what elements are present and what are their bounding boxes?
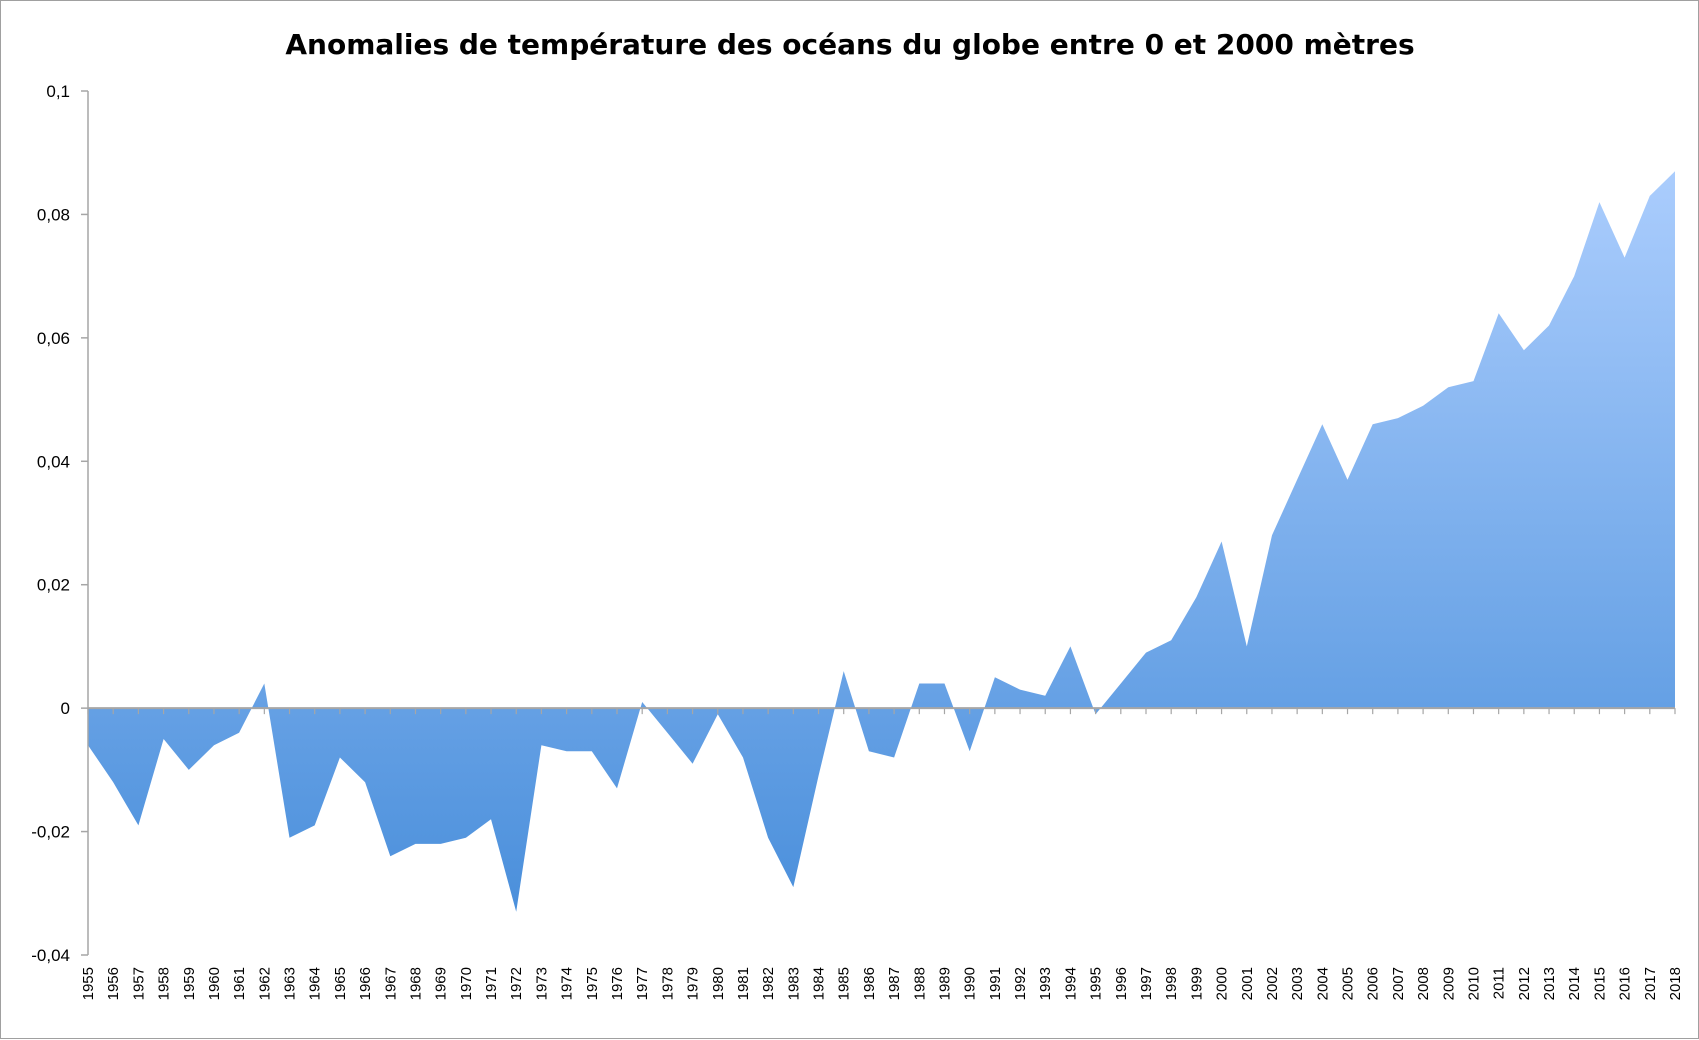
x-tick-label: 1961 xyxy=(231,967,248,1000)
x-tick-label: 2001 xyxy=(1239,967,1256,1000)
x-tick-label: 1995 xyxy=(1088,967,1105,1000)
x-tick-label: 1998 xyxy=(1163,967,1180,1000)
x-tick-label: 2002 xyxy=(1264,967,1281,1000)
x-tick-label: 1958 xyxy=(156,967,173,1000)
x-tick-label: 1955 xyxy=(80,967,97,1000)
x-tick-label: 1989 xyxy=(936,967,953,1000)
x-tick-label: 1994 xyxy=(1062,967,1079,1000)
x-tick-label: 2007 xyxy=(1390,967,1407,1000)
x-tick-label: 1997 xyxy=(1138,967,1155,1000)
x-tick-label: 2013 xyxy=(1541,967,1558,1000)
x-tick-label: 1999 xyxy=(1188,967,1205,1000)
y-tick-label: 0,04 xyxy=(37,452,70,471)
x-tick-label: 2006 xyxy=(1365,967,1382,1000)
x-tick-label: 1964 xyxy=(307,967,324,1000)
x-tick-label: 1986 xyxy=(861,967,878,1000)
x-tick-label: 2000 xyxy=(1214,967,1231,1000)
x-tick-label: 1982 xyxy=(760,967,777,1000)
chart-title: Anomalies de température des océans du g… xyxy=(285,28,1414,61)
x-tick-label: 1987 xyxy=(886,967,903,1000)
x-tick-label: 2003 xyxy=(1289,967,1306,1000)
x-tick-label: 1957 xyxy=(130,967,147,1000)
area-series xyxy=(88,171,1675,912)
x-tick-label: 2012 xyxy=(1516,967,1533,1000)
x-tick-label: 2018 xyxy=(1667,967,1684,1000)
x-tick-label: 1973 xyxy=(533,967,550,1000)
x-tick-label: 1991 xyxy=(987,967,1004,1000)
x-tick-label: 2016 xyxy=(1617,967,1634,1000)
x-tick-label: 1956 xyxy=(105,967,122,1000)
y-tick-label: 0,08 xyxy=(37,205,70,224)
x-tick-label: 1979 xyxy=(685,967,702,1000)
x-tick-label: 2015 xyxy=(1591,967,1608,1000)
x-tick-label: 1975 xyxy=(584,967,601,1000)
x-tick-label: 1962 xyxy=(256,967,273,1000)
x-tick-label: 1981 xyxy=(735,967,752,1000)
x-tick-label: 2009 xyxy=(1440,967,1457,1000)
x-tick-label: 1972 xyxy=(508,967,525,1000)
x-tick-label: 1971 xyxy=(483,967,500,1000)
x-tick-label: 1963 xyxy=(282,967,299,1000)
x-tick-label: 1959 xyxy=(181,967,198,1000)
x-tick-label: 1983 xyxy=(785,967,802,1000)
x-tick-label: 2014 xyxy=(1566,967,1583,1000)
x-tick-label: 1985 xyxy=(836,967,853,1000)
y-tick-label: 0 xyxy=(61,699,70,718)
x-tick-label: 1977 xyxy=(634,967,651,1000)
x-tick-label: 1993 xyxy=(1037,967,1054,1000)
y-tick-label: 0,02 xyxy=(37,576,70,595)
y-tick-label: -0,02 xyxy=(31,823,70,842)
x-tick-label: 1988 xyxy=(911,967,928,1000)
x-tick-label: 1970 xyxy=(458,967,475,1000)
x-tick-label: 2010 xyxy=(1465,967,1482,1000)
x-tick-label: 1976 xyxy=(609,967,626,1000)
x-tick-label: 2004 xyxy=(1314,967,1331,1000)
y-tick-label: 0,06 xyxy=(37,329,70,348)
x-tick-label: 1992 xyxy=(1012,967,1029,1000)
x-tick-label: 1978 xyxy=(659,967,676,1000)
x-tick-label: 2017 xyxy=(1642,967,1659,1000)
x-tick-label: 2011 xyxy=(1491,967,1508,999)
x-tick-label: 1966 xyxy=(357,967,374,1000)
y-tick-label: 0,1 xyxy=(46,82,70,101)
x-tick-label: 1980 xyxy=(710,967,727,1000)
y-tick-label: -0,04 xyxy=(31,946,70,965)
x-tick-label: 1967 xyxy=(382,967,399,1000)
x-tick-label: 2008 xyxy=(1415,967,1432,1000)
x-tick-label: 2005 xyxy=(1340,967,1357,1000)
x-tick-label: 1965 xyxy=(332,967,349,1000)
x-tick-label: 1996 xyxy=(1113,967,1130,1000)
x-tick-label: 1984 xyxy=(811,967,828,1000)
x-tick-label: 1990 xyxy=(962,967,979,1000)
x-tick-label: 1969 xyxy=(433,967,450,1000)
x-tick-label: 1974 xyxy=(559,967,576,1000)
x-tick-label: 1960 xyxy=(206,967,223,1000)
x-tick-label: 1968 xyxy=(407,967,424,1000)
